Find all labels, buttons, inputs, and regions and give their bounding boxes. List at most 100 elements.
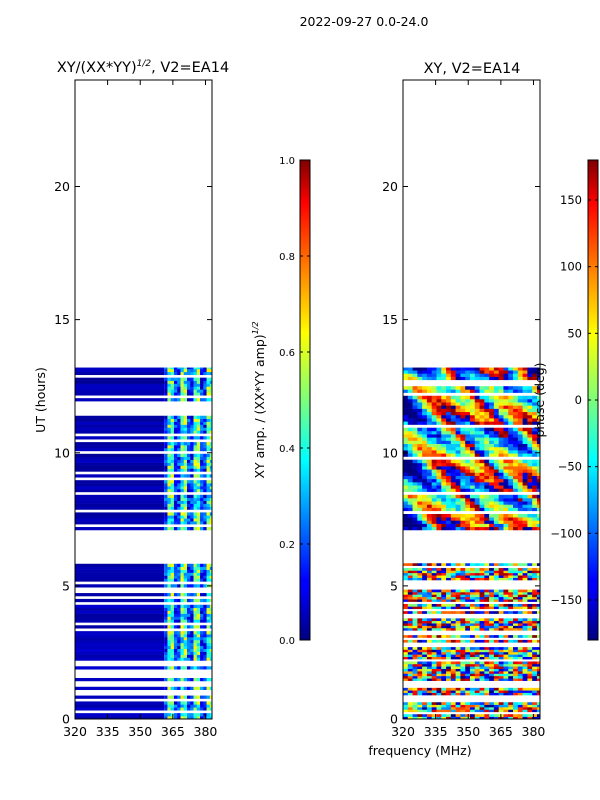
phase-cell [431,427,437,432]
phase-cell [455,618,461,622]
phase-cell [536,453,540,457]
phase-cell [493,702,499,705]
phase-cell [493,714,499,717]
amp-band-cell [186,607,191,611]
phase-cell [522,459,528,464]
phase-cell [508,666,514,669]
phase-cell [455,647,461,650]
amp-band-cell [167,430,171,434]
amp-band-cell [200,625,204,629]
phase-cell [479,639,485,643]
phase-cell [465,501,471,505]
amp-colorbar-tick-label: 0.2 [279,540,295,551]
amp-band-cell [190,607,194,611]
phase-cell [436,434,442,438]
amp-band-cell [190,598,194,603]
phase-cell [503,504,509,508]
phase-cell [403,687,409,691]
phase-cell [431,661,437,665]
phase-cell [484,647,490,650]
amp-band-cell [193,515,198,519]
phase-cell [532,398,538,403]
phase-cell [508,603,514,607]
amp-band-cell [170,447,175,452]
phase-cell [517,466,523,470]
amp-band-cell [186,625,191,629]
amp-band-cell [164,651,168,655]
amp-band-cell [170,500,175,504]
phase-cell [527,395,533,400]
phase-cell [403,599,409,602]
phase-cell [522,666,528,669]
phase-cell [474,671,480,674]
phase-cell [522,520,528,524]
phase-cell [407,620,413,624]
amp-band-cell [206,421,211,425]
phase-cell [422,443,428,448]
amp-band-cell [209,593,212,597]
amp-band-cell [170,648,175,652]
phase-xtick-label: 335 [424,724,448,739]
phase-cell [479,673,485,677]
phase-cell [498,623,504,626]
phase-cell [522,620,528,624]
phase-cell [450,437,456,441]
amp-band-cell [196,701,201,705]
amp-band-cell [203,575,207,579]
phase-cell [469,437,476,441]
amp-band-cell [164,486,168,490]
phase-cell [407,635,413,638]
phase-cell [403,414,409,419]
phase-cell [493,443,499,448]
phase-cell [503,692,509,696]
phase-cell [422,625,428,629]
amp-band-cell [183,648,188,652]
amp-band-cell [196,500,201,504]
amp-band-cell [200,368,204,373]
phase-cell [508,395,514,400]
phase-cell [431,596,437,600]
amp-band-cell [203,424,207,428]
phase-cell [489,440,495,444]
amp-band-cell [180,424,185,428]
amp-band-cell [173,572,178,576]
phase-cell [436,443,442,448]
amp-band-cell [183,686,188,691]
phase-cell [450,469,456,473]
amp-band-cell [180,521,185,525]
phase-cell [536,589,540,593]
phase-cell [465,485,471,489]
phase-cell [532,427,538,432]
amp-band-cell [173,465,178,469]
amp-band-cell [193,386,198,390]
amp-band-cell [186,563,191,568]
phase-cell [417,611,423,614]
phase-cell [417,656,423,660]
amp-band-cell [193,442,198,446]
phase-cell [403,639,409,643]
phase-cell [426,563,433,566]
amp-band-cell [209,648,212,652]
phase-cell [517,488,523,492]
phase-cell [498,453,504,457]
amp-band-cell [186,566,191,570]
phase-cell [532,661,538,665]
phase-cell [522,651,528,655]
phase-cell [513,386,519,390]
phase-cell [522,472,528,476]
phase-cell [465,707,471,710]
amp-band-cell [177,654,181,658]
amp-band-cell [196,427,201,431]
amp-low-cell [75,518,165,522]
phase-cell [460,599,466,602]
phase-colorbar-tick-label: 50 [567,326,582,340]
phase-cell [522,599,528,602]
phase-heatmap [403,367,540,719]
phase-cell [450,599,456,602]
phase-cell [407,611,413,614]
phase-cell [493,513,499,518]
phase-cell [522,526,528,531]
phase-cell [474,666,480,669]
phase-cell [469,591,476,595]
phase-cell [527,440,533,444]
